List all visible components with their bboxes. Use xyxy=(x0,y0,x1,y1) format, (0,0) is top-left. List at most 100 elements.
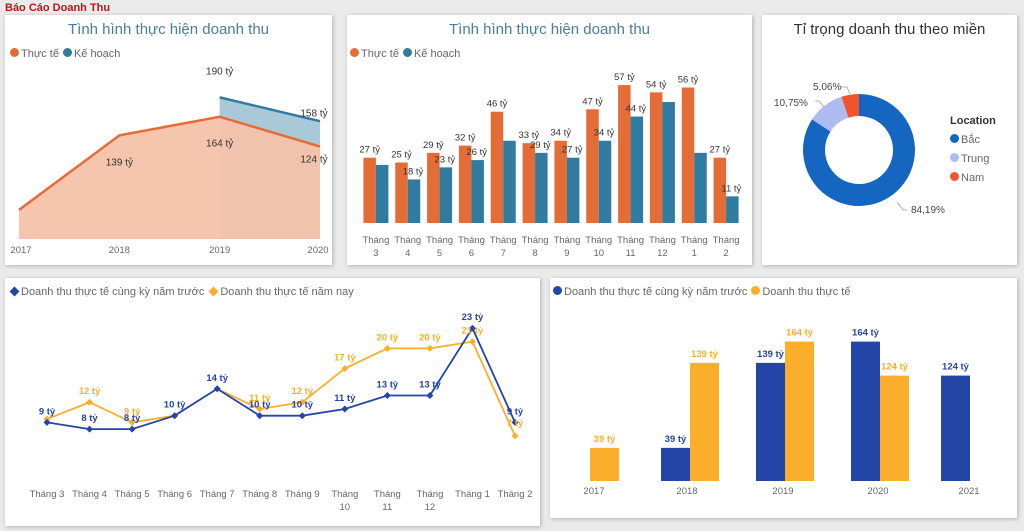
legend-item-actual[interactable]: Thực tế xyxy=(10,48,59,60)
this-year-marker xyxy=(426,344,434,352)
x-tick-label: 10 xyxy=(340,502,351,513)
x-tick-label: Tháng 9 xyxy=(285,489,320,500)
x-tick-label: 10 xyxy=(593,248,604,259)
prev-year-bar xyxy=(941,375,970,481)
legend-dot-icon xyxy=(950,172,959,181)
donut-slice-Bắc xyxy=(803,94,915,206)
legend-item-plan[interactable]: Kế hoạch xyxy=(402,48,460,60)
x-tick-label: 6 xyxy=(469,248,474,259)
prev-year-marker xyxy=(128,425,136,433)
x-tick-label: 12 xyxy=(657,248,668,259)
chart-title: Tỉ trọng doanh thu theo miền xyxy=(793,21,986,38)
data-label: 158 tỷ xyxy=(300,108,327,120)
page-title: Báo Cáo Doanh Thu xyxy=(5,2,111,14)
legend-dot-icon xyxy=(950,134,959,143)
actual-bar xyxy=(785,341,814,481)
monthly-line-chart-card: Doanh thu thực tế cùng kỳ năm trước Doan… xyxy=(5,278,540,526)
legend-title: Location xyxy=(950,115,996,127)
data-label: 11 tỷ xyxy=(249,393,271,404)
x-tick-label: Tháng xyxy=(331,489,358,500)
actual-bar xyxy=(427,152,440,223)
legend-dot-icon xyxy=(950,153,959,162)
x-tick-label: 2021 xyxy=(958,486,979,497)
data-label: 46 tỷ xyxy=(487,99,508,110)
donut-plot: 84,19% 10,75% 5,06% xyxy=(774,82,945,216)
actual-bar xyxy=(522,143,536,223)
data-label: 33 tỷ xyxy=(519,130,540,141)
legend-item-south[interactable]: Nam xyxy=(950,172,984,184)
plan-bar xyxy=(375,164,389,223)
this-year-line xyxy=(46,340,516,437)
monthly-bar-chart-card: Tình hình thực hiện doanh thu Thực tế Kế… xyxy=(347,15,752,265)
prev-year-marker xyxy=(341,405,349,413)
plan-bar xyxy=(630,116,644,223)
leader-line xyxy=(815,100,825,108)
legend-item-prev-year[interactable]: Doanh thu thực tế cùng kỳ năm trước xyxy=(553,286,747,298)
data-label: 27 tỷ xyxy=(710,145,731,156)
data-label: 39 tỷ xyxy=(594,434,616,445)
legend-item-this-year[interactable]: Doanh thu thực tế năm nay xyxy=(208,286,354,298)
data-label: 11 tỷ xyxy=(721,183,741,194)
data-label: 5,06% xyxy=(813,82,841,93)
prev-year-marker xyxy=(468,324,476,332)
plan-bar xyxy=(566,157,580,223)
x-tick-label: Tháng xyxy=(522,235,549,246)
prev-year-marker xyxy=(171,412,179,420)
plan-bar xyxy=(535,152,548,223)
plan-bar xyxy=(503,140,516,223)
x-tick-label: 2020 xyxy=(307,245,328,256)
prev-year-marker xyxy=(383,392,391,399)
actual-bar xyxy=(586,109,599,223)
data-label: 139 tỷ xyxy=(757,349,785,360)
actual-bar xyxy=(590,447,619,481)
legend-item-actual[interactable]: Thực tế xyxy=(350,48,399,60)
data-label: 10 tỷ xyxy=(164,400,186,411)
actual-area xyxy=(19,116,320,239)
chart-title: Tình hình thực hiện doanh thu xyxy=(67,21,270,38)
this-year-marker xyxy=(511,432,519,440)
prev-year-marker xyxy=(213,385,221,393)
actual-bar xyxy=(490,111,504,223)
legend-item-north[interactable]: Bắc xyxy=(950,134,980,146)
plan-bar xyxy=(662,102,675,223)
prev-year-marker xyxy=(426,392,434,399)
prev-year-bar xyxy=(661,447,690,481)
actual-bar xyxy=(649,92,663,224)
plan-bar xyxy=(726,196,739,223)
legend-item-actual[interactable]: Doanh thu thực tế xyxy=(751,286,850,298)
plan-bar xyxy=(439,167,453,223)
x-tick-label: 2018 xyxy=(109,245,130,256)
plan-bar xyxy=(598,140,612,223)
data-label: 139 tỷ xyxy=(691,349,719,360)
x-tick-label: Tháng xyxy=(585,235,612,246)
data-label: 29 tỷ xyxy=(423,140,444,151)
data-label: 44 tỷ xyxy=(626,104,647,115)
data-label: 164 tỷ xyxy=(206,138,233,150)
donut-legend: Location Bắc Trung Nam xyxy=(950,115,996,184)
data-label: 47 tỷ xyxy=(582,96,603,107)
x-tick-label: Tháng xyxy=(713,235,740,246)
data-label: 25 tỷ xyxy=(391,150,412,161)
data-label: 27 tỷ xyxy=(562,145,583,156)
x-tick-label: Tháng 4 xyxy=(72,489,107,500)
legend-item-prev-year[interactable]: Doanh thu thực tế cùng kỳ năm trước xyxy=(9,286,204,298)
chart-title: Tình hình thực hiện doanh thu xyxy=(448,21,651,38)
actual-bar xyxy=(880,375,909,481)
prev-year-bar xyxy=(756,362,785,481)
plan-bar xyxy=(471,160,484,223)
x-tick-label: Tháng xyxy=(426,235,453,246)
legend-item-plan[interactable]: Kế hoạch xyxy=(62,48,120,60)
actual-bar xyxy=(395,162,408,223)
prev-year-marker xyxy=(256,412,264,420)
chart-legend: Thực tế Kế hoạch xyxy=(350,48,460,60)
legend-item-central[interactable]: Trung xyxy=(950,153,989,165)
leader-line xyxy=(896,201,907,211)
x-tick-label: Tháng xyxy=(458,235,485,246)
x-tick-label: 2020 xyxy=(867,486,888,497)
data-label: 23 tỷ xyxy=(462,312,484,323)
data-label: 8 tỷ xyxy=(81,413,98,424)
data-label: 34 tỷ xyxy=(550,128,571,139)
actual-bar xyxy=(713,157,727,223)
x-tick-label: 12 xyxy=(425,502,436,513)
prev-year-line xyxy=(46,326,516,431)
